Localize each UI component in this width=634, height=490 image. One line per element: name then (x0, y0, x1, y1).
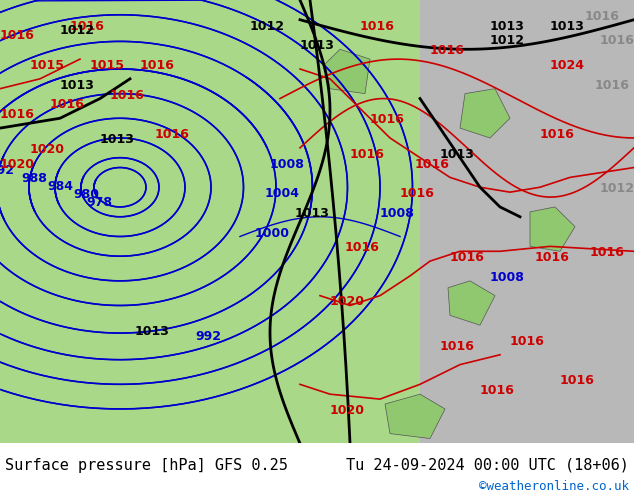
Text: 978: 978 (86, 196, 112, 209)
Text: 1016: 1016 (590, 246, 625, 259)
Text: 1016: 1016 (400, 187, 435, 200)
Text: 1016: 1016 (535, 251, 570, 264)
Polygon shape (448, 281, 495, 325)
Polygon shape (325, 49, 370, 94)
Text: 1012: 1012 (60, 24, 95, 38)
Text: Tu 24-09-2024 00:00 UTC (18+06): Tu 24-09-2024 00:00 UTC (18+06) (346, 458, 629, 473)
Text: 1016: 1016 (600, 34, 634, 48)
Text: 1016: 1016 (0, 108, 35, 121)
Polygon shape (420, 0, 634, 443)
Text: 1013: 1013 (440, 147, 475, 161)
Polygon shape (460, 89, 510, 138)
Text: 1008: 1008 (490, 271, 525, 284)
Text: 1016: 1016 (415, 157, 450, 171)
Text: 1004: 1004 (265, 187, 300, 200)
Text: 1016: 1016 (440, 340, 475, 353)
Text: 1008: 1008 (270, 157, 305, 171)
Text: 1016: 1016 (540, 128, 575, 141)
Text: 988: 988 (21, 172, 47, 185)
Text: 992: 992 (0, 164, 15, 177)
Text: 1016: 1016 (110, 89, 145, 101)
Text: 1013: 1013 (300, 39, 335, 52)
Text: 1015: 1015 (90, 59, 125, 72)
Text: 1016: 1016 (70, 20, 105, 32)
Text: 1016: 1016 (595, 79, 630, 92)
Text: 1020: 1020 (30, 143, 65, 156)
Text: 1020: 1020 (330, 404, 365, 417)
FancyBboxPatch shape (420, 0, 634, 443)
Text: Surface pressure [hPa] GFS 0.25: Surface pressure [hPa] GFS 0.25 (5, 458, 288, 473)
Polygon shape (530, 207, 575, 251)
Text: 1024: 1024 (550, 59, 585, 72)
Polygon shape (385, 394, 445, 439)
Text: 984: 984 (47, 180, 73, 193)
Text: 1020: 1020 (0, 157, 35, 171)
Text: 1000: 1000 (255, 226, 290, 240)
Text: 1016: 1016 (560, 374, 595, 387)
Text: 1013: 1013 (60, 79, 95, 92)
Text: 1016: 1016 (0, 29, 35, 43)
Text: 1016: 1016 (430, 44, 465, 57)
Text: 1013: 1013 (100, 133, 135, 146)
Text: 992: 992 (195, 330, 221, 343)
Text: 1012: 1012 (600, 182, 634, 195)
Text: ©weatheronline.co.uk: ©weatheronline.co.uk (479, 480, 629, 490)
Text: 1013: 1013 (550, 20, 585, 32)
Polygon shape (0, 0, 420, 443)
Text: 1013: 1013 (295, 207, 330, 220)
Text: 1013: 1013 (135, 325, 170, 338)
Text: 1008: 1008 (380, 207, 415, 220)
Text: 1015: 1015 (30, 59, 65, 72)
Text: 1012: 1012 (490, 34, 525, 48)
Text: 1020: 1020 (330, 295, 365, 309)
Text: 1016: 1016 (345, 241, 380, 254)
Text: 1012: 1012 (250, 20, 285, 32)
Text: 1016: 1016 (450, 251, 485, 264)
Text: 1013: 1013 (490, 20, 525, 32)
Text: 1016: 1016 (370, 113, 405, 126)
Text: 1016: 1016 (350, 147, 385, 161)
Text: 1016: 1016 (360, 20, 395, 32)
Text: 1016: 1016 (480, 384, 515, 397)
Text: 1016: 1016 (140, 59, 175, 72)
Text: 1016: 1016 (50, 98, 85, 111)
Text: 1016: 1016 (510, 335, 545, 348)
Text: 980: 980 (73, 188, 99, 200)
Text: 1016: 1016 (155, 128, 190, 141)
Text: 1016: 1016 (585, 10, 620, 23)
